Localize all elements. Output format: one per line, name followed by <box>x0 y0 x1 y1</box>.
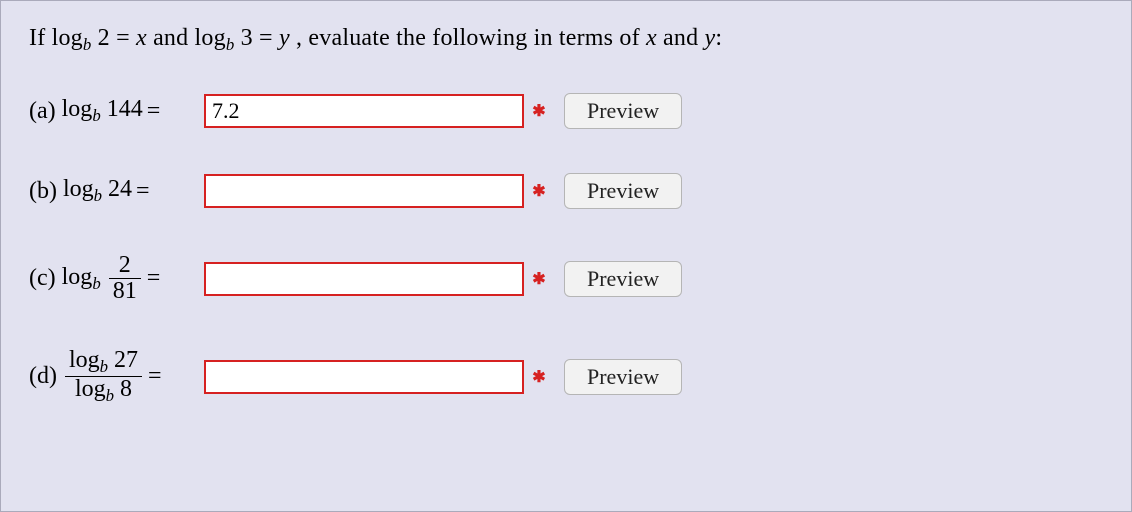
incorrect-icon: ✱ <box>532 181 546 201</box>
fraction-log27-log8: logb 27 logb 8 <box>65 348 142 404</box>
incorrect-icon: ✱ <box>532 101 546 121</box>
preview-button-b[interactable]: Preview <box>564 173 682 209</box>
part-d-row: (d) logb 27 logb 8 = ✱ Preview <box>29 348 1103 404</box>
preview-button-a[interactable]: Preview <box>564 93 682 129</box>
part-d-label: (d) logb 27 logb 8 = <box>29 348 204 404</box>
part-a-input[interactable] <box>204 94 524 128</box>
part-b-label: (b) logb 24 = <box>29 176 204 206</box>
incorrect-icon: ✱ <box>532 269 546 289</box>
prompt-if: If <box>29 25 45 51</box>
part-c-input[interactable] <box>204 262 524 296</box>
part-b-row: (b) logb 24 = ✱ Preview <box>29 173 1103 209</box>
part-c-label: (c) logb 2 81 = <box>29 253 204 304</box>
part-c-row: (c) logb 2 81 = ✱ Preview <box>29 253 1103 304</box>
preview-button-d[interactable]: Preview <box>564 359 682 395</box>
part-a-row: (a) logb 144 = ✱ Preview <box>29 93 1103 129</box>
prompt-log2: logb 3 = y <box>195 25 296 51</box>
fraction-2-81: 2 81 <box>109 253 141 304</box>
prompt-log1: logb 2 = x <box>52 25 153 51</box>
part-a-label: (a) logb 144 = <box>29 96 204 126</box>
incorrect-icon: ✱ <box>532 367 546 387</box>
part-d-input[interactable] <box>204 360 524 394</box>
preview-button-c[interactable]: Preview <box>564 261 682 297</box>
part-b-input[interactable] <box>204 174 524 208</box>
question-prompt: If logb 2 = x and logb 3 = y , evaluate … <box>29 25 1103 55</box>
